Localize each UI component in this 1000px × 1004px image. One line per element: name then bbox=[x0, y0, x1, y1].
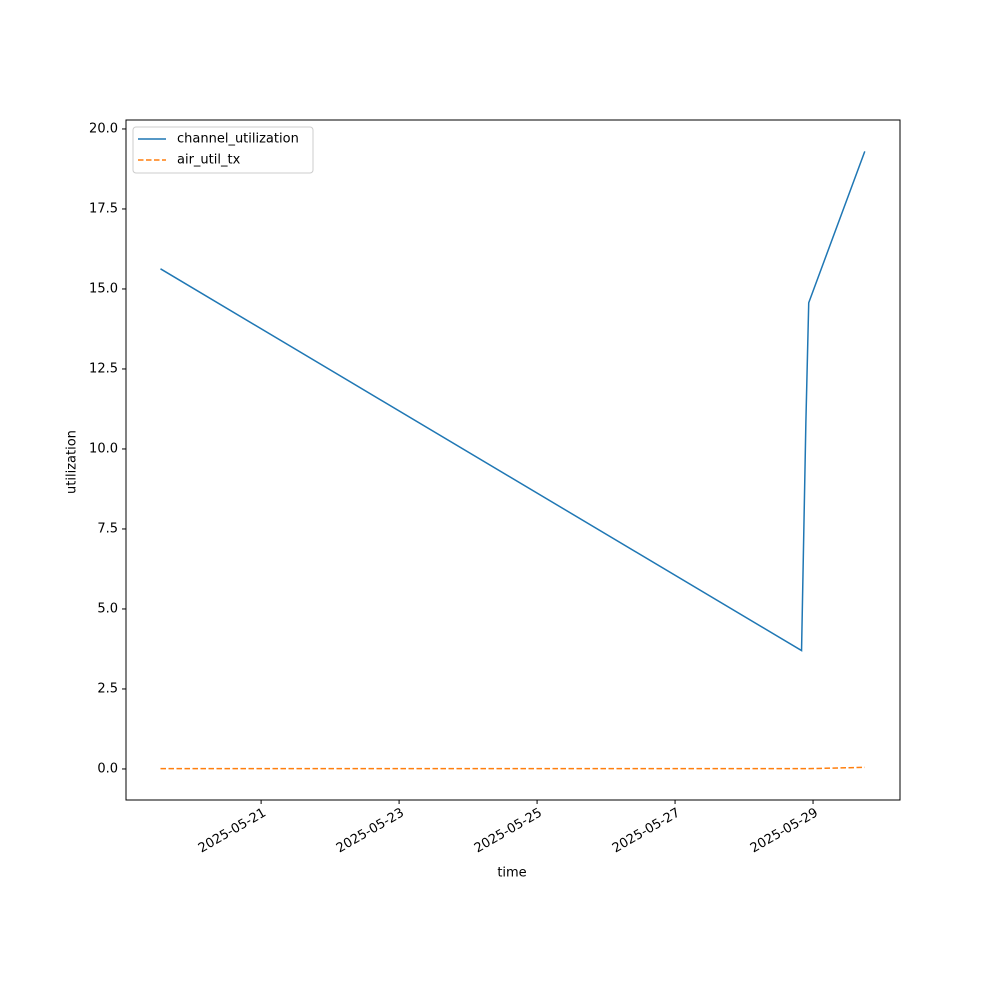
y-axis-label: utilization bbox=[65, 430, 80, 494]
y-tick-label: 2.5 bbox=[97, 681, 118, 696]
plot-frame bbox=[125, 119, 901, 801]
x-tick-label: 2025-05-29 bbox=[748, 806, 821, 857]
legend-label: channel_utilization bbox=[177, 132, 299, 147]
legend-box bbox=[132, 126, 314, 174]
x-axis-label: time bbox=[497, 866, 526, 881]
y-tick-label: 10.0 bbox=[89, 441, 118, 456]
line-series bbox=[160, 766, 865, 770]
x-tick-label: 2025-05-27 bbox=[610, 806, 683, 857]
y-tick-label: 15.0 bbox=[89, 281, 118, 296]
y-tick-label: 20.0 bbox=[89, 121, 118, 136]
line-series bbox=[160, 151, 866, 652]
x-tick-label: 2025-05-21 bbox=[196, 806, 269, 857]
y-tick-label: 0.0 bbox=[97, 761, 118, 776]
x-tick-label: 2025-05-23 bbox=[334, 806, 407, 857]
y-tick-label: 7.5 bbox=[97, 521, 118, 536]
x-tick-label: 2025-05-25 bbox=[472, 806, 545, 857]
y-tick-label: 5.0 bbox=[97, 601, 118, 616]
legend-label: air_util_tx bbox=[177, 153, 241, 168]
y-tick-label: 12.5 bbox=[89, 361, 118, 376]
y-tick-label: 17.5 bbox=[89, 201, 118, 216]
